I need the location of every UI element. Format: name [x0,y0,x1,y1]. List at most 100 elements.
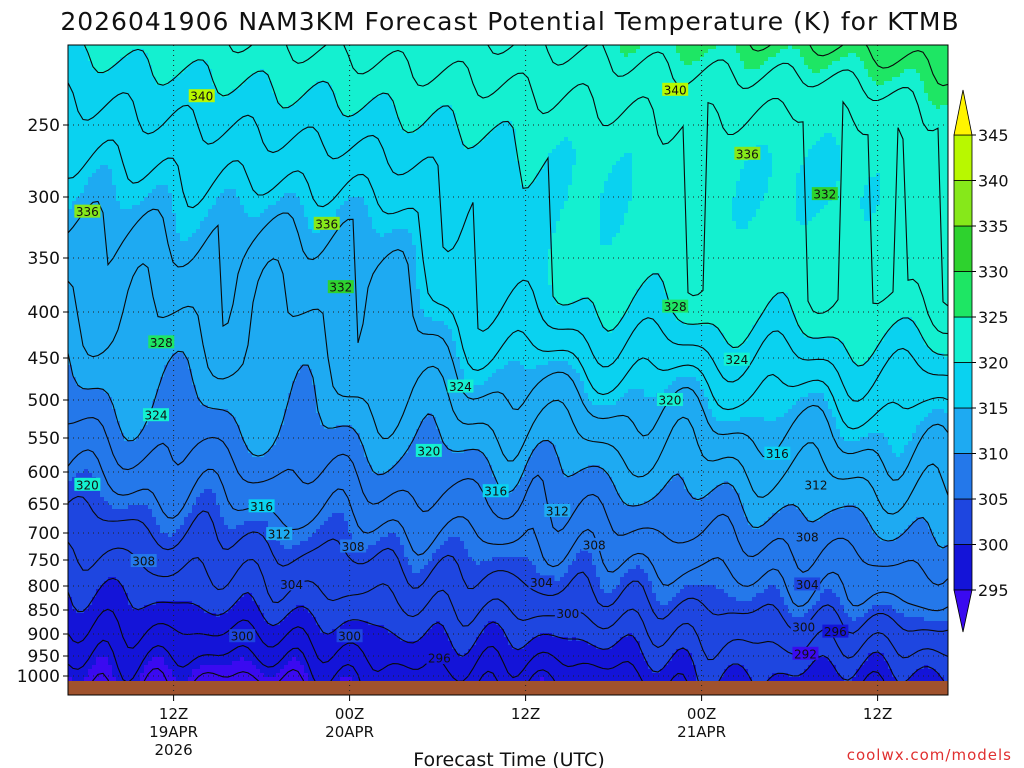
color-band-cell [712,45,717,50]
color-band-cell [632,297,637,390]
color-band-cell [168,537,173,602]
color-band-cell [140,429,145,506]
color-band-cell [672,597,677,654]
color-band-cell [424,45,429,122]
color-band-cell [924,521,929,622]
color-band-cell [76,613,81,682]
color-band-cell [688,493,693,586]
color-band-cell [396,117,401,230]
color-band-cell [392,465,397,534]
color-band-cell [292,105,297,194]
color-band-cell [500,557,505,630]
color-band-cell [400,129,405,230]
color-band-cell [204,61,209,218]
color-band-cell [100,165,105,390]
color-band-cell [824,657,829,695]
color-band-cell [96,73,101,170]
color-band-cell [372,625,377,695]
color-band-cell [132,45,137,50]
color-band-cell [704,325,709,398]
color-band-cell [768,585,773,678]
color-band-cell [556,457,561,582]
color-band-cell [512,649,517,695]
color-band-cell [344,45,349,118]
color-band-cell [496,45,501,126]
color-band-cell [576,45,581,302]
color-band-cell [116,45,121,62]
color-band-cell [544,161,549,366]
color-band-cell [112,509,117,578]
color-band-cell [764,193,769,310]
color-band-cell [392,45,397,106]
color-band-cell [608,333,613,406]
color-band-cell [416,45,421,130]
color-band-cell [684,325,689,378]
isotherm-label: 336 [736,147,759,161]
color-band-cell [460,141,465,370]
color-band-cell [504,121,509,366]
color-band-cell [408,233,413,446]
color-band-cell [424,121,429,318]
color-band-cell [204,613,209,666]
color-band-cell [756,69,761,146]
color-band-cell [904,69,909,318]
color-band-cell [652,397,657,498]
color-band-cell [464,45,469,150]
color-band-cell [568,365,573,478]
color-band-cell [900,613,905,686]
color-band-cell [456,453,461,538]
color-band-cell [84,469,89,610]
color-band-cell [352,197,357,430]
color-band-cell [556,221,561,306]
color-band-cell [120,509,125,586]
x-axis-label: Forecast Time (UTC) [413,749,604,768]
y-tick-label: 250 [28,116,60,136]
color-band-cell [784,45,789,50]
color-band-cell [468,385,473,450]
color-band-cell [572,369,577,474]
color-band-cell [688,65,693,326]
color-band-cell [876,173,881,206]
color-band-cell [820,337,825,394]
color-band-cell [552,45,557,150]
color-band-cell [540,441,545,578]
color-band-cell [200,609,205,666]
color-band-cell [508,557,513,646]
color-band-cell [856,617,861,670]
color-band-cell [212,613,217,666]
color-band-cell [656,273,661,394]
color-band-cell [348,197,353,426]
color-band-cell [84,389,89,470]
color-band-cell [244,593,249,662]
color-band-cell [800,57,805,166]
color-band-cell [780,417,785,510]
color-band-cell [744,417,749,518]
color-band-cell [316,625,321,695]
color-band-cell [592,405,597,466]
color-band-cell [572,301,577,370]
color-band-cell [568,305,573,366]
color-band-cell [236,89,241,198]
color-band-cell [832,45,837,62]
color-band-cell [700,585,705,694]
color-band-cell [256,605,261,670]
color-band-cell [152,657,157,695]
color-band-cell [880,85,885,342]
isotherm-label-bg [811,187,838,201]
x-tick-label: 12Z [511,705,540,723]
color-band-cell [96,169,101,390]
color-band-cell [528,369,533,458]
color-band-cell [500,489,505,558]
color-band-cell [648,501,653,582]
isotherm-label-bg [723,352,750,366]
color-band-cell [324,521,329,634]
color-band-cell [828,45,833,66]
color-band-cell [280,621,285,670]
color-band-cell [728,485,733,598]
isotherm-label: 300 [338,630,361,644]
y-tick-label: 900 [28,625,60,645]
color-band-cell [600,193,605,246]
color-band-cell [816,521,821,602]
color-band-cell [712,325,717,418]
color-band-cell [344,521,349,622]
